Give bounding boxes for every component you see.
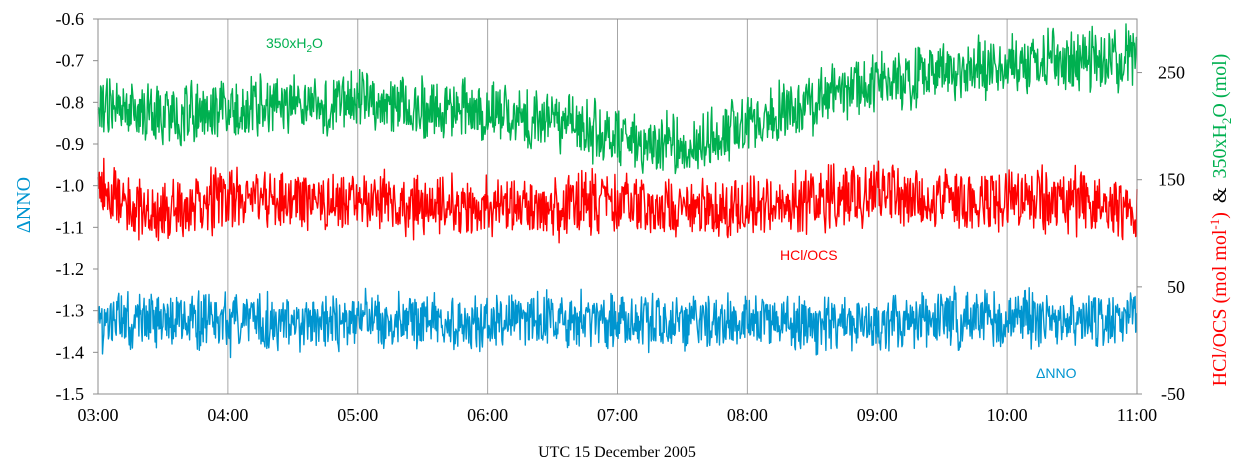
left-tick-label: -0.8	[56, 92, 85, 112]
x-tick-label: 04:00	[207, 405, 248, 425]
series-label-h2o: 350xH2O	[266, 35, 323, 55]
x-tick-label: 03:00	[77, 405, 118, 425]
x-tick-label: 10:00	[987, 405, 1028, 425]
left-tick-label: -1.0	[56, 176, 85, 196]
right-axis-label: HCl/OCS (mol mol-1) & 350xH2O (mol)	[1207, 54, 1234, 387]
left-tick-label: -0.7	[56, 51, 85, 71]
left-tick-label: -0.6	[56, 9, 85, 29]
series-label-hcl-ocs: HCl/OCS	[780, 247, 838, 263]
x-tick-label: 08:00	[727, 405, 768, 425]
x-tick-label: 05:00	[337, 405, 378, 425]
x-tick-label: 07:00	[597, 405, 638, 425]
x-tick-label: 09:00	[857, 405, 898, 425]
x-axis-ticks: 03:00 04:00 05:00 06:00 07:00 08:00 09:00 10:00…	[77, 405, 1157, 425]
left-axis-ticks: -0.6 -0.7 -0.8 -0.9 -1.0 -1.1 -1.2 -1.3 -1.4 -1.5	[56, 9, 98, 404]
right-tick-label: -50	[1161, 384, 1185, 404]
right-tick-label: 50	[1167, 277, 1185, 297]
series-label-dnno: ΔNNO	[1036, 365, 1077, 381]
x-tick-label: 06:00	[467, 405, 508, 425]
series-line-1	[97, 157, 1138, 244]
left-tick-label: -1.2	[56, 259, 85, 279]
series-line-2	[97, 285, 1138, 359]
left-tick-label: -1.5	[56, 384, 85, 404]
x-tick-label: 11:00	[1117, 405, 1157, 425]
right-tick-label: 250	[1158, 63, 1185, 83]
left-tick-label: -0.9	[56, 134, 85, 154]
plot-frame	[97, 18, 1138, 395]
x-axis-label: UTC 15 December 2005	[538, 444, 696, 461]
right-axis-ticks: 250 150 50 -50	[1137, 63, 1185, 404]
right-tick-label: 150	[1158, 170, 1185, 190]
left-tick-label: -1.4	[56, 342, 85, 362]
left-axis-label: ΔNNO	[13, 177, 35, 233]
series-line-0	[97, 23, 1138, 175]
series-group	[97, 23, 1138, 359]
left-tick-label: -1.3	[56, 301, 85, 321]
left-tick-label: -1.1	[56, 217, 85, 237]
